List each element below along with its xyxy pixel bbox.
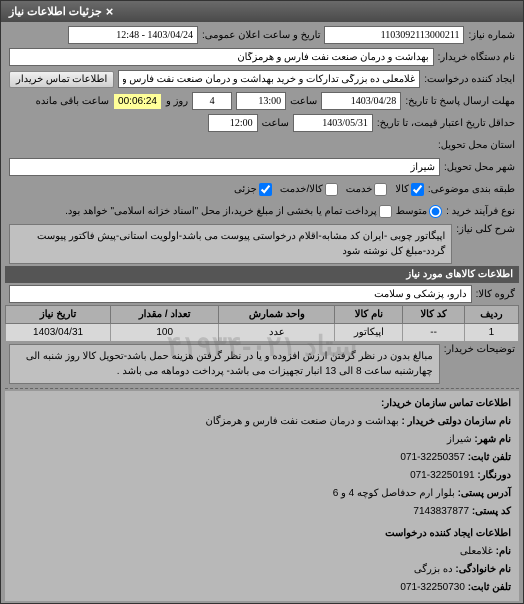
- deadline-days-input: [192, 92, 232, 110]
- th-5: تاریخ نیاز: [6, 306, 111, 324]
- need-number-label: شماره نیاز:: [468, 30, 515, 41]
- city-row: شهر محل تحویل:: [5, 156, 519, 178]
- buyer-contact-button[interactable]: اطلاعات تماس خریدار: [9, 71, 114, 88]
- td-4: 100: [111, 324, 219, 342]
- payment-note-check[interactable]: پرداخت تمام یا بخشی از مبلغ خرید،از محل …: [65, 205, 392, 218]
- deadline-time-input: [236, 92, 286, 110]
- goods-section-header: اطلاعات کالاهای مورد نیاز: [5, 266, 519, 283]
- supplier-note-text: مبالغ بدون در نظر گرفتن ارزش افزوده و یا…: [9, 344, 440, 384]
- creator-info-header: اطلاعات ایجاد کننده درخواست: [13, 525, 511, 543]
- validity-date-input: [293, 114, 373, 132]
- table-row: 1 -- اپیکاتور عدد 100 1403/04/31: [6, 324, 519, 342]
- remaining-label: ساعت باقی مانده: [36, 96, 109, 107]
- need-number-input: [324, 26, 464, 44]
- buyer-org-section: اطلاعات تماس سازمان خریدار: نام سازمان د…: [5, 391, 519, 601]
- org-city-line: نام شهر: شیراز: [13, 431, 511, 449]
- divider: [5, 388, 519, 389]
- pkg-check-0[interactable]: [411, 183, 424, 196]
- payment-note-checkbox[interactable]: [379, 205, 392, 218]
- goods-table-wrap: ردیف کد کالا نام کالا واحد شمارش تعداد /…: [5, 305, 519, 386]
- supplier-note-label: توضیحات خریدار:: [444, 344, 515, 355]
- buyer-device-label: نام دستگاه خریدار:: [438, 52, 515, 63]
- public-date-input: [68, 26, 198, 44]
- creator-name-line: نام: غلامعلی: [13, 543, 511, 561]
- packaging-label: طبقه بندی موضوعی:: [428, 184, 515, 195]
- td-3: عدد: [219, 324, 335, 342]
- panel-title: جزئیات اطلاعات نیاز: [9, 5, 102, 18]
- validity-row: حداقل تاریخ اعتبار قیمت، تا تاریخ: ساعت: [5, 112, 519, 134]
- pkg-opt-2[interactable]: کالا/خدمت: [280, 183, 338, 196]
- th-1: کد کالا: [403, 306, 464, 324]
- pkg-opt-1[interactable]: خدمت: [346, 183, 388, 196]
- creator-label: ایجاد کننده درخواست:: [424, 74, 515, 85]
- th-0: ردیف: [464, 306, 518, 324]
- buyer-device-input: [9, 48, 434, 66]
- close-icon[interactable]: ×: [106, 4, 114, 19]
- buyer-org-header: اطلاعات تماس سازمان خریدار:: [13, 395, 511, 413]
- payment-radio[interactable]: [429, 205, 442, 218]
- validity-label: حداقل تاریخ اعتبار قیمت، تا تاریخ:: [377, 118, 515, 129]
- pkg-check-1[interactable]: [374, 183, 387, 196]
- packaging-options: کالا خدمت کالا/خدمت جزئی: [234, 183, 424, 196]
- td-0: 1: [464, 324, 518, 342]
- table-header-row: ردیف کد کالا نام کالا واحد شمارش تعداد /…: [6, 306, 519, 324]
- goods-table: ردیف کد کالا نام کالا واحد شمارش تعداد /…: [5, 305, 519, 342]
- panel-header: × جزئیات اطلاعات نیاز: [1, 1, 523, 22]
- deadline-time-label: ساعت: [290, 96, 317, 107]
- pkg-opt-0[interactable]: کالا: [395, 183, 424, 196]
- deadline-row: مهلت ارسال پاسخ تا تاریخ: ساعت روز و 00:…: [5, 90, 519, 112]
- general-desc-label: شرح کلی نیاز:: [456, 224, 515, 235]
- goods-group-row: گروه کالا:: [5, 283, 519, 305]
- validity-time-label: ساعت: [262, 118, 289, 129]
- public-date-label: تاریخ و ساعت اعلان عمومی:: [202, 30, 321, 41]
- creator-row: ایجاد کننده درخواست: اطلاعات تماس خریدار: [5, 68, 519, 90]
- td-2: اپیکاتور: [335, 324, 403, 342]
- supplier-note-row: توضیحات خریدار: مبالغ بدون در نظر گرفتن …: [5, 342, 519, 386]
- goods-group-input: [9, 285, 472, 303]
- pkg-check-2[interactable]: [325, 183, 338, 196]
- org-postal-line: کد پستی: 7143837877: [13, 503, 511, 521]
- th-2: نام کالا: [335, 306, 403, 324]
- creator-tel-line: تلفن ثابت: 32250730-071: [13, 579, 511, 597]
- validity-time-input: [208, 114, 258, 132]
- creator-input: [118, 70, 420, 88]
- general-desc-text: اپیگاتور چوبی -ایران کد مشابه-اقلام درخو…: [9, 224, 452, 264]
- th-3: واحد شمارش: [219, 306, 335, 324]
- province-row: استان محل تحویل:: [5, 134, 519, 156]
- org-fax-line: دورنگار: 32250191-071: [13, 467, 511, 485]
- city-input: [9, 158, 440, 176]
- deadline-days-label: روز و: [166, 96, 188, 107]
- pkg-check-3[interactable]: [259, 183, 272, 196]
- payment-label: نوع فرآیند خرید :: [446, 206, 515, 217]
- goods-group-label: گروه کالا:: [476, 289, 515, 300]
- city-label: شهر محل تحویل:: [444, 162, 515, 173]
- payment-opt[interactable]: متوسط: [396, 205, 442, 218]
- general-desc-row: شرح کلی نیاز: اپیگاتور چوبی -ایران کد مش…: [5, 222, 519, 266]
- province-label: استان محل تحویل:: [438, 140, 515, 151]
- pkg-opt-3[interactable]: جزئی: [234, 183, 272, 196]
- org-address-line: آدرس پستی: بلوار ارم حدفاصل کوچه 4 و 6: [13, 485, 511, 503]
- deadline-label: مهلت ارسال پاسخ تا تاریخ:: [405, 96, 515, 107]
- th-4: تعداد / مقدار: [111, 306, 219, 324]
- creator-family-line: نام خانوادگی: ده بزرگی: [13, 561, 511, 579]
- remaining-time: 00:06:24: [113, 93, 162, 110]
- packaging-row: طبقه بندی موضوعی: کالا خدمت کالا/خدمت جز…: [5, 178, 519, 200]
- td-1: --: [403, 324, 464, 342]
- buyer-device-row: نام دستگاه خریدار:: [5, 46, 519, 68]
- payment-row: نوع فرآیند خرید : متوسط پرداخت تمام یا ب…: [5, 200, 519, 222]
- org-name-line: نام سازمان دولتی خریدار : بهداشت و درمان…: [13, 413, 511, 431]
- deadline-date-input: [321, 92, 401, 110]
- org-tel-line: تلفن ثابت: 32250357-071: [13, 449, 511, 467]
- need-number-row: شماره نیاز: تاریخ و ساعت اعلان عمومی:: [5, 24, 519, 46]
- td-5: 1403/04/31: [6, 324, 111, 342]
- main-panel: × جزئیات اطلاعات نیاز شماره نیاز: تاریخ …: [0, 0, 524, 604]
